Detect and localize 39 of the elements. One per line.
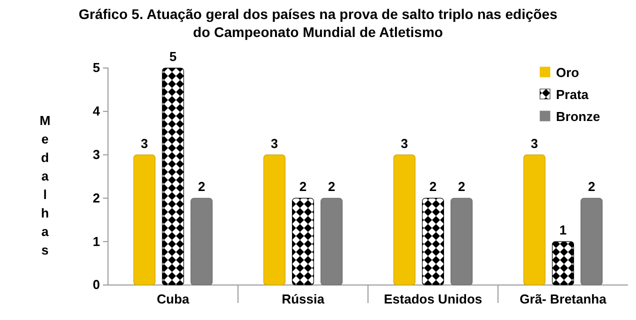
data-label: 3	[530, 136, 538, 151]
x-tick-label: Cuba	[156, 292, 190, 307]
bar	[450, 198, 473, 286]
x-tick-label: Grã- Bretanha	[520, 292, 608, 307]
bar	[422, 198, 444, 286]
bar	[162, 68, 184, 286]
x-tick-label: Rússia	[282, 292, 326, 307]
data-label: 3	[270, 136, 278, 151]
data-label: 3	[400, 136, 408, 151]
chart-title: Gráfico 5. Atuação geral dos países na prova de salto triplo nas edições do Campeonato Mundial de Atletismo	[78, 6, 558, 40]
bar	[263, 154, 286, 286]
legend-label: Prata	[556, 87, 590, 102]
bar	[190, 198, 213, 286]
data-label: 5	[169, 49, 177, 64]
bar	[552, 241, 574, 286]
data-label: 2	[429, 179, 437, 194]
bar	[580, 198, 603, 286]
data-label: 1	[559, 222, 567, 238]
data-label: 2	[588, 179, 596, 194]
data-label: 2	[198, 179, 206, 194]
legend-label: Bronze	[556, 109, 600, 124]
bar	[393, 154, 416, 286]
y-tick-label: 0	[92, 277, 100, 292]
y-tick-label: 3	[92, 146, 100, 162]
y-tick-label: 2	[92, 190, 100, 206]
legend-label: Oro	[556, 65, 580, 80]
data-label: 2	[328, 179, 336, 194]
y-axis-title: Medalhas	[40, 113, 50, 258]
bar	[523, 154, 546, 286]
data-label: 2	[299, 179, 307, 194]
x-tick-label: Estados Unidos	[384, 292, 482, 307]
data-label: 3	[140, 136, 148, 151]
bar	[320, 198, 343, 286]
y-tick-label: 4	[92, 104, 101, 119]
y-tick-label: 1	[92, 234, 100, 249]
y-tick-label: 5	[92, 60, 100, 76]
bar	[292, 198, 314, 286]
bar	[133, 154, 156, 286]
data-label: 2	[458, 179, 466, 194]
